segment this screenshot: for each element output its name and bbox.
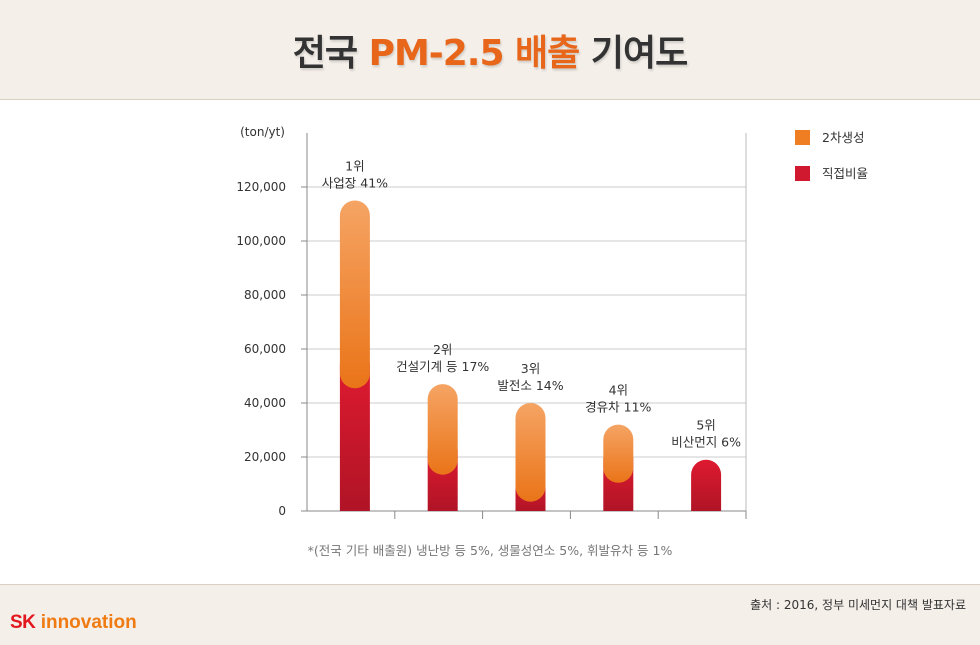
bar-value-label: 사업장 41% <box>322 176 388 191</box>
bar-secondary <box>427 384 458 475</box>
company-logo: SK innovation <box>10 612 137 634</box>
unit-label: (ton/yt) <box>240 125 285 139</box>
page-title: 전국 PM-2.5 배출 기여도 <box>292 24 688 76</box>
legend-swatch <box>795 166 810 181</box>
bar-rank-label: 1위 <box>345 159 364 174</box>
y-tick-label: 120,000 <box>236 180 286 194</box>
title-suffix: 기여도 <box>590 32 688 74</box>
source-text: 출처 : 2016, 정부 미세먼지 대책 발표자료 <box>750 598 966 612</box>
title-prefix: 전국 <box>292 32 358 74</box>
y-tick-label: 20,000 <box>244 450 286 464</box>
legend-swatch <box>795 130 810 145</box>
bar-rank-label: 4위 <box>609 383 628 398</box>
bar-value-label: 비산먼지 6% <box>671 435 741 450</box>
bar-value-label: 건설기계 등 17% <box>396 359 489 374</box>
footnote: *(전국 기타 배출원) 냉난방 등 5%, 생물성연소 5%, 휘발유차 등 … <box>307 543 673 558</box>
logo-sk: SK <box>10 612 36 633</box>
bar-direct <box>691 459 722 511</box>
bar-rank-label: 3위 <box>521 361 540 376</box>
y-tick-label: 40,000 <box>244 396 286 410</box>
legend-label: 직접비율 <box>822 166 868 181</box>
bar-value-label: 경유차 11% <box>585 400 651 415</box>
header: 전국 PM-2.5 배출 기여도 <box>0 0 980 100</box>
title-highlight: PM-2.5 배출 <box>368 32 581 74</box>
y-tick-label: 80,000 <box>244 288 286 302</box>
bar-value-label: 발전소 14% <box>497 378 563 393</box>
bar-chart: 0 20,000 40,000 60,000 80,000 100,000 120,000 (… <box>236 125 868 519</box>
logo-innovation: innovation <box>40 612 137 633</box>
bar-secondary <box>603 424 634 483</box>
bar-rank-label: 2위 <box>433 342 452 357</box>
bar-secondary <box>515 403 546 502</box>
y-tick-label: 0 <box>278 504 286 518</box>
chart-panel: 0 20,000 40,000 60,000 80,000 100,000 120,000 (… <box>0 100 980 585</box>
y-tick-label: 100,000 <box>236 234 286 248</box>
bar-rank-label: 5위 <box>696 418 715 433</box>
y-tick-label: 60,000 <box>244 342 286 356</box>
bar-secondary <box>339 200 370 389</box>
legend-label: 2차생성 <box>822 130 864 145</box>
